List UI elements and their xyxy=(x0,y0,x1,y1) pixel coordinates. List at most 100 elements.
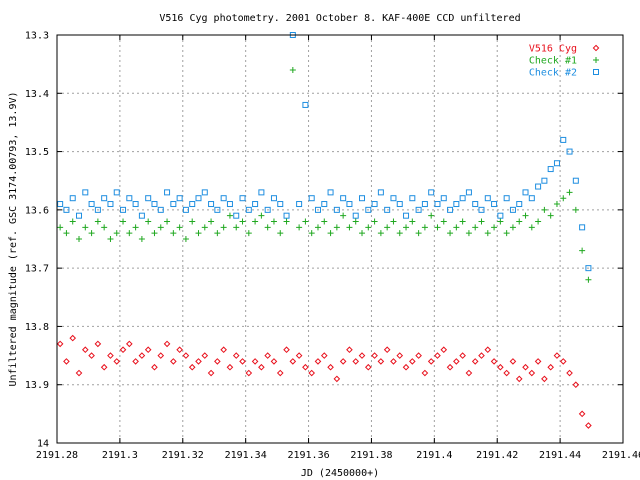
data-point xyxy=(302,218,309,225)
data-point xyxy=(352,358,360,365)
axis-ticks: 2191.28 2191.3 2191.32 2191.34 2191.36 2191.3… xyxy=(25,31,640,462)
x-axis-label: JD (2450000+) xyxy=(301,468,379,479)
data-point xyxy=(339,358,347,365)
data-point xyxy=(226,212,233,219)
data-point xyxy=(63,358,70,365)
data-point xyxy=(585,422,592,429)
data-point xyxy=(188,363,196,371)
data-point xyxy=(403,212,410,219)
data-point xyxy=(503,195,510,202)
data-point xyxy=(270,195,277,202)
data-point xyxy=(471,358,479,365)
data-point xyxy=(138,212,145,219)
data-point xyxy=(214,358,221,365)
data-point xyxy=(579,224,586,231)
data-point xyxy=(296,201,303,208)
data-point xyxy=(176,224,183,231)
data-point xyxy=(264,224,271,231)
data-point xyxy=(283,218,290,225)
data-point xyxy=(515,375,523,383)
y-tick-label: 13.6 xyxy=(25,205,49,216)
data-point xyxy=(88,230,95,237)
data-point xyxy=(182,236,189,242)
y-tick-label: 13.4 xyxy=(25,89,49,100)
data-point xyxy=(572,206,579,213)
data-point xyxy=(195,358,202,365)
data-point xyxy=(503,230,510,237)
data-point xyxy=(101,195,108,202)
data-point xyxy=(509,206,516,213)
data-point xyxy=(371,352,378,359)
data-point xyxy=(364,363,372,371)
y-axis-label: Unfiltered magnitude (ref. GSC 3174.0079… xyxy=(8,91,19,386)
data-point xyxy=(585,265,592,272)
data-point xyxy=(239,195,246,202)
data-point xyxy=(428,212,435,219)
data-point xyxy=(346,224,353,231)
data-point xyxy=(547,212,554,219)
data-point xyxy=(314,224,321,231)
data-point xyxy=(144,346,152,354)
data-point xyxy=(289,358,297,365)
data-point xyxy=(264,352,271,359)
data-point xyxy=(320,352,328,359)
data-point xyxy=(132,358,139,365)
data-point xyxy=(340,212,347,219)
data-point xyxy=(522,363,529,371)
data-point xyxy=(415,352,422,359)
data-point xyxy=(509,224,516,231)
data-point xyxy=(371,218,378,225)
data-point xyxy=(120,206,127,213)
data-point xyxy=(57,201,64,208)
data-point xyxy=(534,358,542,365)
data-point xyxy=(440,346,448,354)
data-point xyxy=(233,212,240,219)
data-point xyxy=(340,195,347,202)
x-tick-label: 2191.34 xyxy=(225,450,267,461)
data-point xyxy=(578,410,586,418)
data-point xyxy=(252,218,259,225)
data-point xyxy=(421,369,429,377)
data-point xyxy=(176,195,183,202)
data-point xyxy=(314,206,321,213)
data-point xyxy=(126,195,133,202)
legend-label: Check #2 xyxy=(529,68,577,79)
data-point xyxy=(182,352,190,359)
data-point xyxy=(421,224,428,231)
data-point xyxy=(132,201,139,208)
data-point xyxy=(145,195,152,202)
legend-label: V516 Cyg xyxy=(529,44,577,55)
data-point xyxy=(239,358,246,365)
x-tick-label: 2191.4 xyxy=(416,450,452,461)
data-point xyxy=(566,369,573,377)
y-tick-label: 13.7 xyxy=(25,264,49,275)
data-point xyxy=(63,230,70,237)
data-point xyxy=(113,230,120,237)
data-points xyxy=(56,32,592,429)
data-point xyxy=(572,177,579,184)
data-point xyxy=(233,224,240,231)
data-point xyxy=(157,352,165,359)
data-point xyxy=(252,201,259,208)
data-point xyxy=(453,224,460,231)
data-point xyxy=(535,183,542,190)
data-point xyxy=(553,201,560,208)
data-point xyxy=(528,195,535,202)
data-point xyxy=(560,195,567,202)
data-point xyxy=(201,224,208,231)
data-point xyxy=(69,334,77,342)
x-tick-label: 2191.36 xyxy=(287,450,329,461)
data-point xyxy=(145,218,152,225)
data-point xyxy=(453,201,460,208)
data-point xyxy=(390,218,397,225)
data-point xyxy=(465,369,473,377)
data-point xyxy=(170,358,177,365)
data-point xyxy=(151,201,158,208)
data-point xyxy=(302,101,309,108)
data-point xyxy=(270,218,277,225)
data-point xyxy=(220,195,227,202)
data-point xyxy=(447,206,454,213)
data-point xyxy=(421,201,428,208)
data-point xyxy=(440,218,447,225)
data-point xyxy=(522,189,529,196)
